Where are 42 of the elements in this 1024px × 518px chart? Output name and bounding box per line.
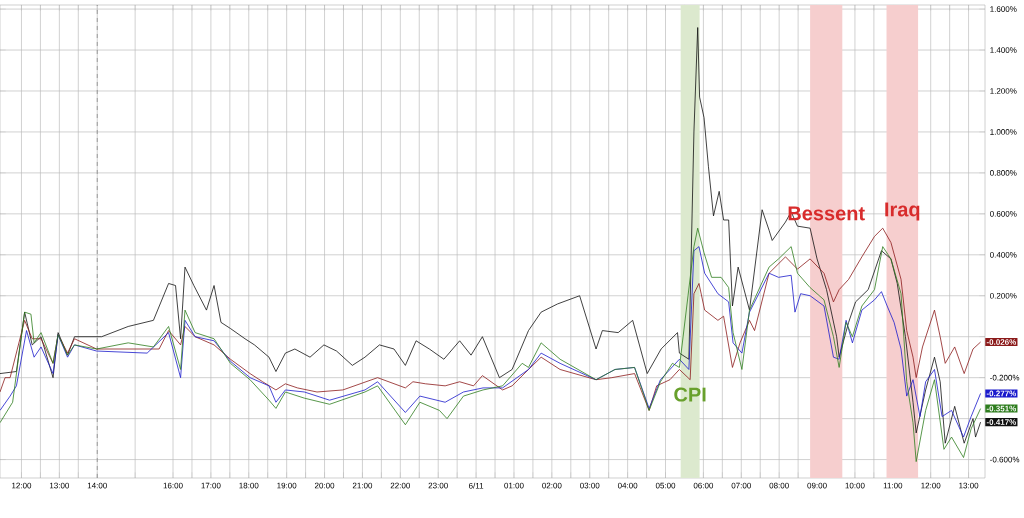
x-tick-label: 04:00	[617, 482, 638, 489]
y-tick-label: 0.200%	[990, 292, 1017, 299]
y-tick-label: 1.000%	[990, 129, 1017, 135]
x-tick-label: 06:00	[693, 482, 714, 489]
x-tick-label: 22:00	[390, 482, 411, 489]
x-tick-label: 09:00	[807, 482, 827, 489]
x-tick-label: 12:00	[12, 482, 32, 489]
x-tick-label: 13:00	[49, 482, 70, 489]
y-tick-label: 1.400%	[990, 47, 1017, 53]
x-tick-label: 02:00	[542, 482, 562, 489]
x-tick-label: 16:00	[163, 482, 183, 489]
band-label: Iraq	[885, 202, 920, 221]
annotation: -0.417%	[986, 419, 1017, 425]
x-tick-label: 23:00	[428, 482, 448, 489]
y-tick-label: -0.600%	[990, 456, 1020, 463]
x-tick-label: 08:00	[769, 482, 789, 489]
x-tick-label: 6/11	[469, 482, 484, 489]
annotation: -0.351%	[986, 405, 1017, 412]
x-tick-label: 13:00	[959, 482, 979, 489]
annotation: -0.026%	[986, 339, 1017, 345]
x-tick-label: 18:00	[239, 482, 259, 489]
x-tick-label: 11:00	[883, 482, 903, 489]
annotation: -0.277%	[986, 390, 1017, 397]
y-tick-label: 0.600%	[990, 211, 1017, 217]
x-tick-label: 21:00	[352, 482, 373, 489]
x-tick-label: 10:00	[845, 482, 865, 489]
x-tick-label: 14:00	[87, 482, 107, 489]
x-tick-label: 19:00	[277, 482, 297, 489]
x-tick-label: 12:00	[921, 482, 941, 489]
x-tick-label: 17:00	[201, 482, 221, 489]
y-tick-label: 1.200%	[990, 88, 1017, 94]
x-tick-label: 03:00	[580, 482, 600, 489]
y-tick-label: 0.400%	[990, 251, 1017, 258]
x-tick-label: 20:00	[314, 482, 335, 489]
x-tick-label: 01:00	[504, 482, 524, 489]
y-tick-label: 0.800%	[990, 170, 1017, 176]
x-tick-label: 05:00	[655, 482, 676, 489]
y-tick-label: 1.600%	[990, 6, 1017, 12]
band-label: CPI	[674, 387, 706, 402]
x-tick-label: 07:00	[731, 482, 751, 489]
y-tick-label: -0.200%	[990, 374, 1020, 381]
band-label: Bessent	[788, 206, 865, 221]
